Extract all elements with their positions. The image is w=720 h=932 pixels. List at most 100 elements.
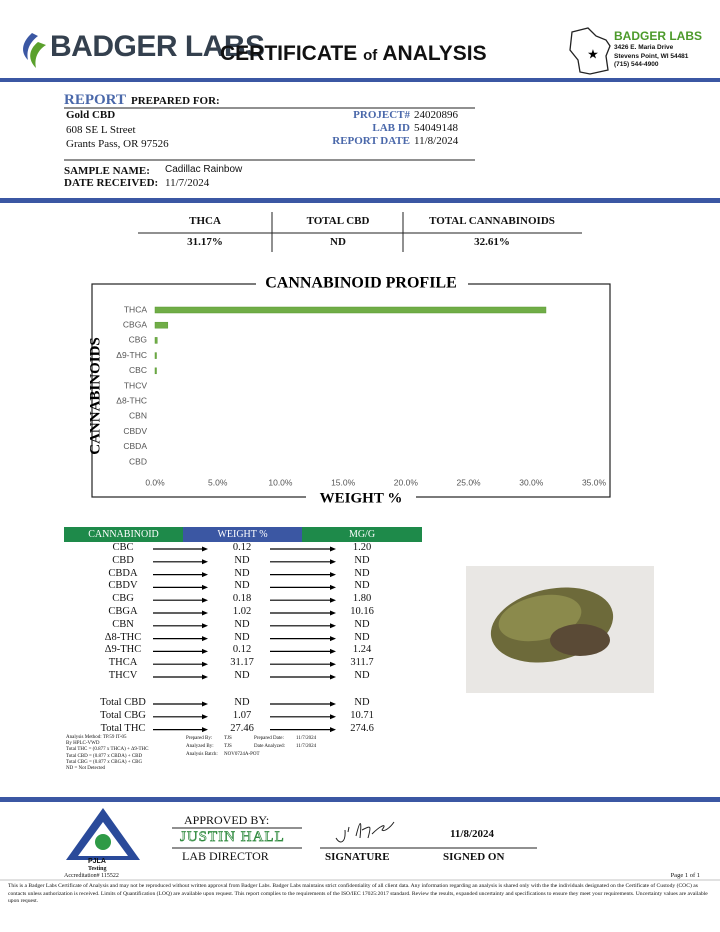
x-tick-label: 5.0% xyxy=(208,477,228,487)
cell-value: 0.18 xyxy=(232,593,252,605)
y-tick-label: CBD xyxy=(129,456,147,466)
cell-name: CBGA xyxy=(108,606,138,617)
prepared-label: PREPARED FOR: xyxy=(131,95,220,107)
arrow-head xyxy=(330,610,336,616)
x-tick-label: 35.0% xyxy=(582,477,607,487)
value: 54049148 xyxy=(414,122,458,134)
cell-value: ND xyxy=(234,631,250,643)
table-header: WEIGHT % xyxy=(183,527,302,542)
label: SAMPLE NAME: xyxy=(64,165,150,177)
arrow-head xyxy=(202,572,208,578)
y-tick-label: THCA xyxy=(124,304,147,314)
y-tick-label: CBGA xyxy=(123,319,147,329)
accreditation-number: Accreditation# 115522 xyxy=(64,873,119,879)
approved-label: APPROVED BY: xyxy=(184,813,270,827)
prep-item: NOV0724A-POT xyxy=(224,752,260,757)
arrow-head xyxy=(330,623,336,629)
svg-text:★: ★ xyxy=(587,46,599,61)
lab-name: BADGER LABS xyxy=(614,29,703,43)
pjla: PJLA xyxy=(88,858,106,865)
arrow-head xyxy=(202,674,208,680)
arrow-head xyxy=(330,584,336,590)
pjla-type: Testing xyxy=(88,866,107,872)
cell-value: 274.6 xyxy=(350,722,374,734)
table-header: MG/G xyxy=(302,527,422,542)
cell-value: 0.12 xyxy=(232,644,252,656)
arrow-head xyxy=(202,559,208,565)
title-bg xyxy=(256,276,468,292)
cell-name: Δ8-THC xyxy=(104,631,142,643)
arrow-head xyxy=(202,701,208,707)
arrow-head xyxy=(330,546,336,552)
label: PROJECT# xyxy=(353,109,410,121)
report-label: REPORT xyxy=(64,92,126,108)
y-tick-label: CBC xyxy=(129,365,147,375)
cell-value: 27.46 xyxy=(230,722,254,734)
cell-name: CBG xyxy=(112,593,134,605)
cell-name: CBD xyxy=(112,554,134,566)
lab-contact: 3426 E. Maria Drive Stevens Point, WI 544… xyxy=(614,44,688,70)
cell-value: ND xyxy=(234,567,250,579)
cell-name: Total CBD xyxy=(100,697,146,708)
arrow-head xyxy=(202,661,208,667)
cell-name: THCV xyxy=(108,670,138,681)
x-tick-label: 30.0% xyxy=(519,477,544,487)
title-part: CERTIFICATE xyxy=(220,42,358,65)
arrow-head xyxy=(330,597,336,603)
cell-name: Δ9-THC xyxy=(104,644,142,656)
bar xyxy=(154,321,169,329)
bar xyxy=(154,337,158,344)
cell-value: ND xyxy=(234,670,250,681)
lab-city: Stevens Point, WI 54481 xyxy=(614,52,689,60)
note: Total THC = (0.877 x THCA) + Δ9-THC xyxy=(66,747,149,753)
y-tick-label: CBN xyxy=(129,411,147,421)
x-tick-label: 20.0% xyxy=(394,477,419,487)
approver-role: LAB DIRECTOR xyxy=(182,849,269,863)
lab-address: 3426 E. Maria Drive xyxy=(614,44,674,51)
page-number: Page 1 of 1 xyxy=(670,872,700,879)
prep-item: TJS xyxy=(224,736,232,741)
bar xyxy=(154,367,157,375)
x-tick-label: 10.0% xyxy=(268,477,293,487)
summary-value: 32.61% xyxy=(474,236,510,248)
prep-item: TJS xyxy=(224,744,232,749)
title-part: ANALYSIS xyxy=(382,42,487,65)
logo-text: BADGER LABS xyxy=(50,30,265,63)
signed-on-label: SIGNED ON xyxy=(443,851,505,863)
cell-name: THCA xyxy=(108,657,138,669)
note: Total CBD = (0.877 x CBDA) + CBD xyxy=(66,753,143,759)
doc-title: CERTIFICATE of ANALYSIS xyxy=(220,42,487,66)
y-tick-label: Δ9-THC xyxy=(116,350,147,360)
arrow-head xyxy=(330,674,336,680)
chart-title: CANNABINOID PROFILE xyxy=(265,275,457,292)
notes: Analysis Method: TP.59 IT-05 By HPLC-VWD T… xyxy=(66,735,148,772)
cell-value: 1.07 xyxy=(232,709,252,721)
arrow-head xyxy=(330,661,336,667)
arrow-head xyxy=(202,727,208,733)
cell-value: ND xyxy=(354,580,370,592)
note: ND = Not Detected xyxy=(66,766,106,772)
divider xyxy=(0,797,720,802)
disclaimer: This is a Badger Labs Certificate of Ana… xyxy=(8,883,708,904)
cell-value: 1.20 xyxy=(352,542,372,553)
y-axis-label: CANNABINOIDS xyxy=(87,337,103,455)
x-axis-label: WEIGHT % xyxy=(320,490,403,506)
table-header: CANNABINOID xyxy=(64,527,183,542)
arrow-head xyxy=(330,701,336,707)
signed-date: 11/8/2024 xyxy=(450,828,495,840)
prep-item: 11/7/2024 xyxy=(296,736,317,741)
cell-value: ND xyxy=(234,580,250,592)
arrow-head xyxy=(330,714,336,720)
cell-name: Total CBG xyxy=(100,709,146,721)
cell-value: ND xyxy=(354,631,370,643)
prep-item: 11/7/2024 xyxy=(296,744,317,749)
value: 11/7/2024 xyxy=(165,177,210,189)
cell-name: CBDA xyxy=(108,567,138,579)
arrow-head xyxy=(330,572,336,578)
value: 11/8/2024 xyxy=(414,135,459,147)
y-tick-label: CBDA xyxy=(123,441,147,451)
cell-value: 1.24 xyxy=(352,644,372,656)
cell-name: CBC xyxy=(112,542,134,553)
cell-value: ND xyxy=(234,618,250,630)
